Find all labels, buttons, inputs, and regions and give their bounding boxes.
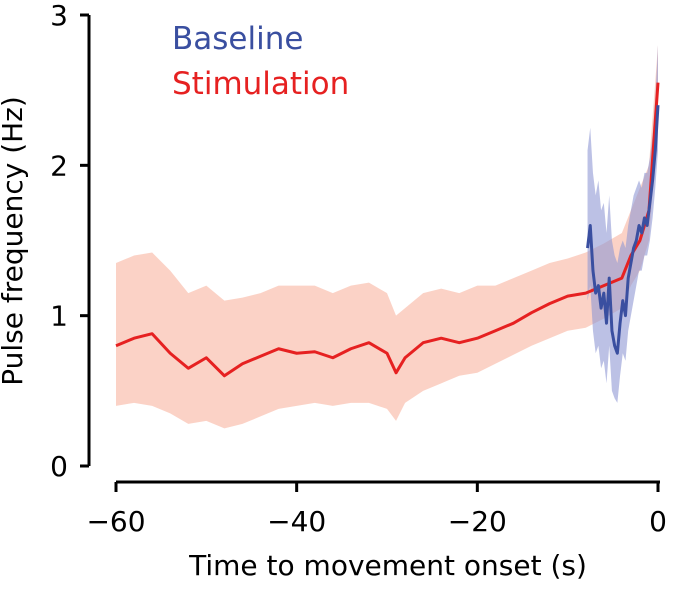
x-ticks: −60 −40 −20 0	[86, 482, 667, 538]
stimulation-band	[116, 45, 658, 429]
y-tick-label: 1	[50, 300, 68, 333]
y-tick-label: 2	[50, 149, 68, 182]
baseline-line	[586, 105, 660, 355]
y-tick-label: 3	[50, 0, 68, 32]
y-tick-label: 0	[50, 450, 68, 483]
y-axis-label: Pulse frequency (Hz)	[0, 96, 29, 386]
x-tick-label: −60	[86, 505, 145, 538]
x-tick-label: −20	[448, 505, 507, 538]
x-tick-label: −40	[267, 505, 326, 538]
x-axis-label: Time to movement onset (s)	[188, 549, 587, 582]
x-tick-label: 0	[649, 505, 667, 538]
confidence-bands	[116, 45, 658, 429]
series-lines	[115, 82, 660, 378]
legend-baseline: Baseline	[172, 21, 303, 57]
legend-stimulation: Stimulation	[172, 66, 349, 102]
y-ticks: 0 1 2 3	[50, 0, 89, 483]
